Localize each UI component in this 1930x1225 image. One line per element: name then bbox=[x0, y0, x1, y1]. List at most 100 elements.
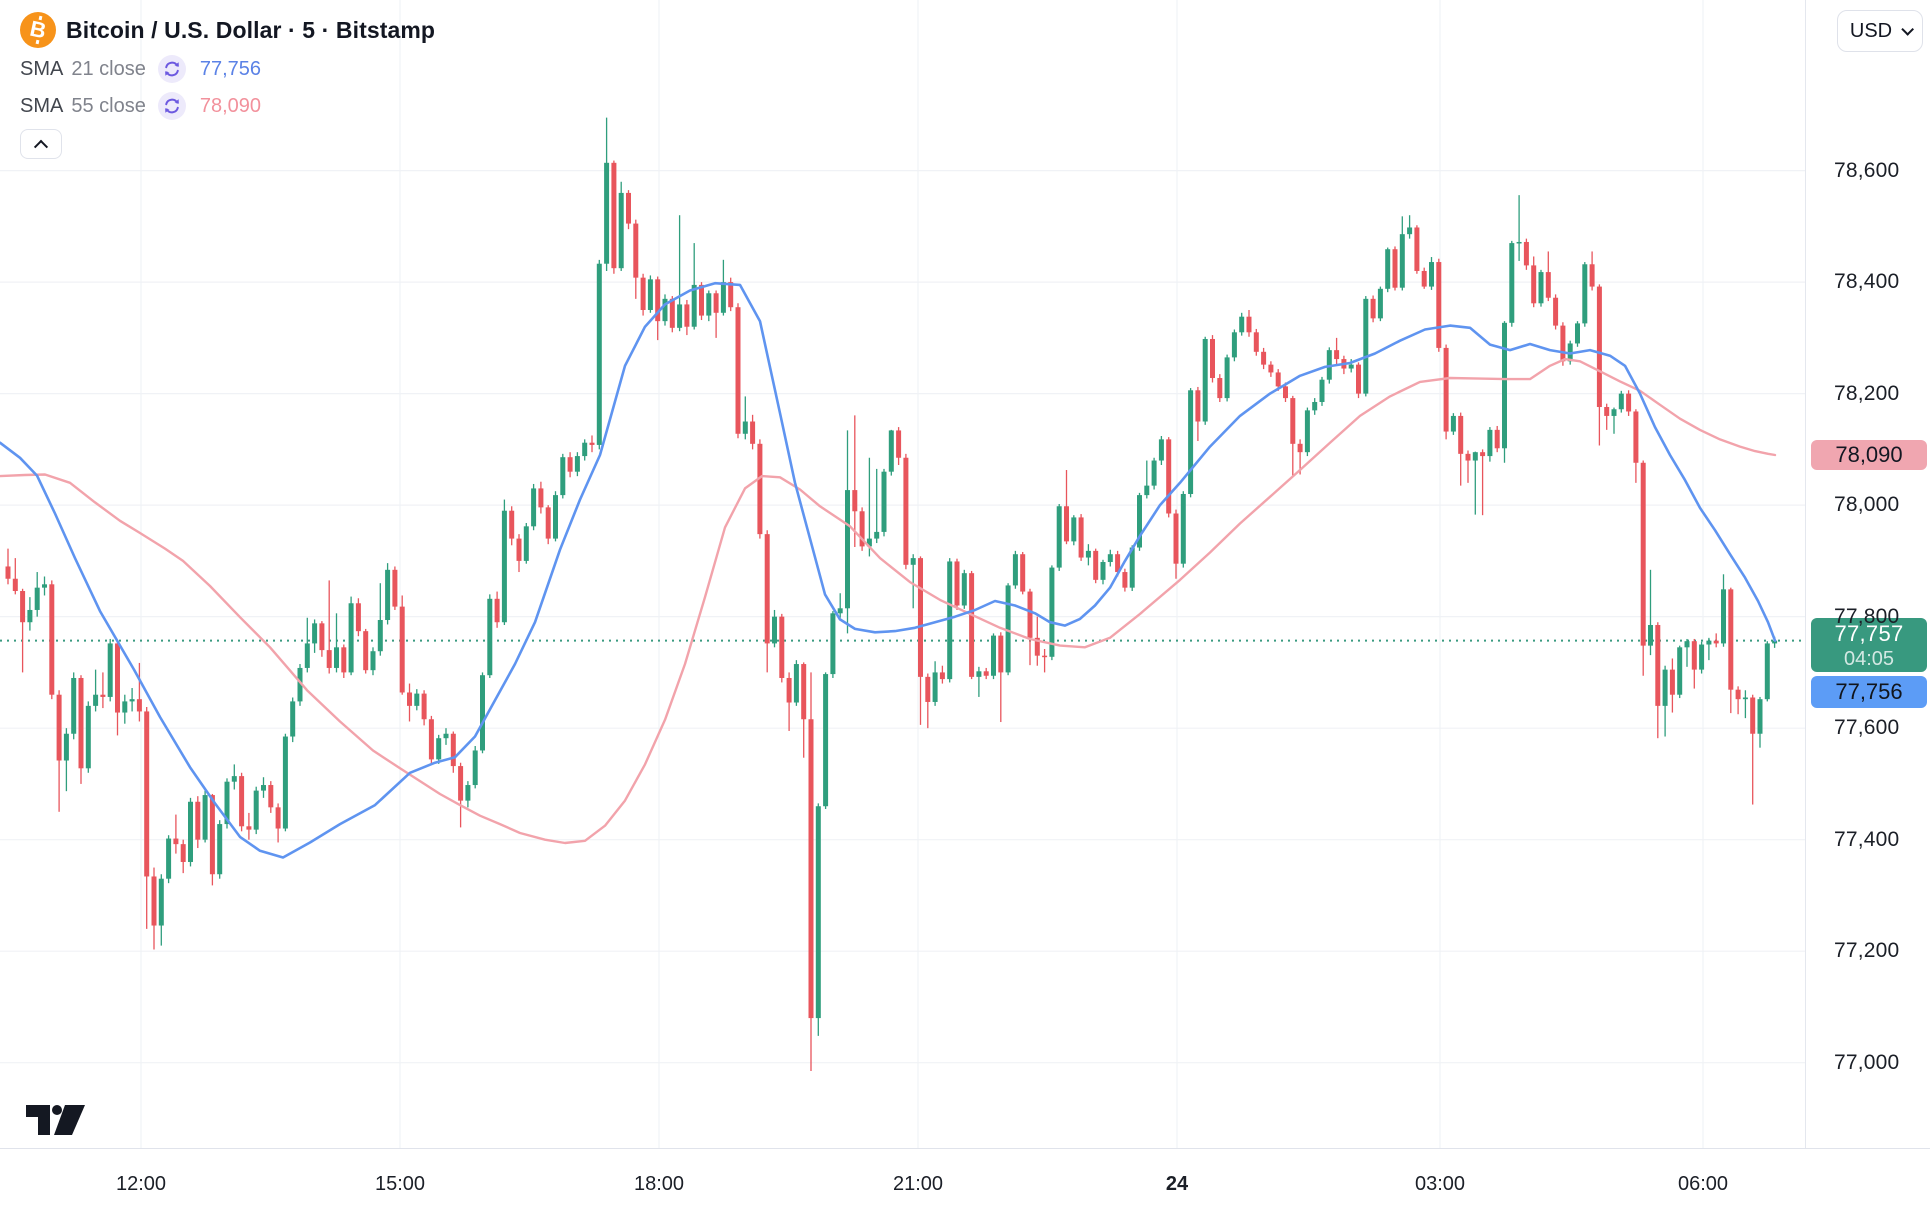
candle-body bbox=[1078, 517, 1084, 558]
candle-body bbox=[1764, 643, 1770, 700]
candle-body bbox=[173, 838, 179, 845]
candle-body bbox=[1487, 429, 1493, 457]
time-tick-label: 21:00 bbox=[892, 1173, 944, 1195]
candle-body bbox=[1122, 572, 1128, 588]
candle-body bbox=[27, 609, 33, 623]
chart-canvas[interactable] bbox=[0, 0, 1805, 1148]
candle-body bbox=[706, 293, 712, 316]
candle-body bbox=[319, 623, 325, 651]
candle-body bbox=[1472, 452, 1478, 461]
sma55-line bbox=[0, 357, 1777, 845]
candle-body bbox=[1502, 322, 1507, 449]
candle-body bbox=[348, 603, 354, 673]
candle-body bbox=[1596, 286, 1602, 408]
symbol-title: Bitcoin / U.S. Dollar · 5 · Bitstamp bbox=[66, 16, 436, 43]
candle-body bbox=[1034, 637, 1040, 656]
candle-body bbox=[1706, 640, 1712, 645]
time-axis[interactable]: 12:00 15:00 18:00 21:00 24 03:00 06:00 bbox=[0, 1148, 1930, 1225]
candle-body bbox=[253, 790, 259, 830]
price-tick-label: 78,600 bbox=[1834, 158, 1900, 182]
candle-body bbox=[604, 162, 610, 264]
candle-body bbox=[49, 584, 55, 695]
indicator-row-sma55[interactable]: SMA 55 close 78,090 bbox=[20, 91, 261, 121]
collapse-legend-button[interactable] bbox=[20, 129, 62, 159]
candle-body bbox=[458, 766, 464, 801]
candle-body bbox=[1363, 298, 1369, 394]
candle-body bbox=[845, 490, 850, 609]
candle-body bbox=[691, 284, 697, 327]
candle-body bbox=[421, 693, 427, 720]
circular-arrows-icon[interactable] bbox=[157, 92, 186, 120]
candle-body bbox=[1385, 249, 1391, 289]
candle-body bbox=[1093, 550, 1099, 580]
candle-body bbox=[772, 616, 777, 644]
price-tick-label: 77,000 bbox=[1834, 1050, 1900, 1074]
candle-body bbox=[1677, 647, 1683, 695]
circular-arrows-icon[interactable] bbox=[157, 55, 186, 83]
candle-body bbox=[1458, 415, 1464, 454]
candle-body bbox=[655, 279, 661, 322]
candle-body bbox=[509, 510, 515, 539]
candle-body bbox=[801, 664, 807, 720]
candle-body bbox=[1465, 453, 1471, 461]
candle-body bbox=[1436, 262, 1442, 348]
candle-body bbox=[531, 488, 537, 527]
candle-body bbox=[385, 569, 391, 620]
symbol-header[interactable]: B Bitcoin / U.S. Dollar · 5 · Bitstamp bbox=[20, 12, 435, 48]
candle-body bbox=[793, 664, 799, 703]
price-tick-label: 77,800 bbox=[1834, 604, 1900, 628]
candle-body bbox=[808, 719, 814, 1019]
candle-body bbox=[85, 705, 91, 769]
candle-body bbox=[1757, 699, 1763, 734]
sma55-price-badge: 78,090 bbox=[1811, 439, 1927, 470]
candle-body bbox=[633, 223, 639, 278]
candle-body bbox=[363, 631, 369, 671]
candle-body bbox=[1290, 398, 1296, 444]
candle-body bbox=[290, 701, 296, 737]
candle-body bbox=[1531, 265, 1537, 304]
candle-body bbox=[472, 750, 478, 786]
candle-body bbox=[436, 738, 442, 760]
price-tick-label: 77,600 bbox=[1834, 716, 1900, 740]
candle-body bbox=[640, 277, 646, 310]
candle-body bbox=[115, 643, 120, 713]
indicator-row-sma21[interactable]: SMA 21 close 77,756 bbox=[20, 54, 261, 84]
candle-body bbox=[896, 430, 902, 458]
candle-body bbox=[480, 675, 485, 751]
candle-body bbox=[1509, 243, 1515, 323]
candle-body bbox=[122, 701, 128, 713]
indicator-name: SMA bbox=[20, 94, 64, 117]
candle-body bbox=[1560, 325, 1566, 362]
candle-body bbox=[1304, 410, 1310, 453]
candle-body bbox=[56, 694, 62, 761]
candle-body bbox=[20, 591, 26, 623]
candle-body bbox=[881, 471, 887, 532]
currency-dropdown[interactable]: USD bbox=[1837, 10, 1923, 52]
candle-body bbox=[1633, 411, 1639, 463]
time-tick-label: 12:00 bbox=[115, 1173, 167, 1195]
tradingview-logo[interactable] bbox=[26, 1100, 96, 1142]
candle-body bbox=[370, 651, 376, 671]
candle-body bbox=[1640, 462, 1646, 646]
candle-body bbox=[1283, 386, 1288, 399]
candle-body bbox=[209, 795, 215, 875]
candle-body bbox=[677, 304, 683, 328]
indicator-name: SMA bbox=[20, 57, 64, 80]
candle-body bbox=[961, 573, 967, 606]
candle-body bbox=[202, 795, 208, 840]
candle-body bbox=[12, 578, 18, 592]
price-axis[interactable]: 78,090 77,757 04:05 77,756 78,600 78,400 7… bbox=[1805, 0, 1930, 1148]
candle-body bbox=[954, 561, 960, 606]
candle-body bbox=[1020, 554, 1026, 592]
candle-body bbox=[998, 635, 1004, 673]
candle-body bbox=[1224, 357, 1230, 399]
candle-body bbox=[1545, 272, 1551, 298]
candle-body bbox=[93, 694, 99, 706]
candle-body bbox=[1049, 567, 1055, 657]
candle-body bbox=[1553, 297, 1559, 326]
candle-body bbox=[1604, 407, 1610, 416]
candle-body bbox=[1180, 493, 1186, 564]
candle-body bbox=[1516, 241, 1522, 244]
candle-body bbox=[1407, 227, 1413, 235]
time-tick-label: 06:00 bbox=[1677, 1173, 1729, 1195]
